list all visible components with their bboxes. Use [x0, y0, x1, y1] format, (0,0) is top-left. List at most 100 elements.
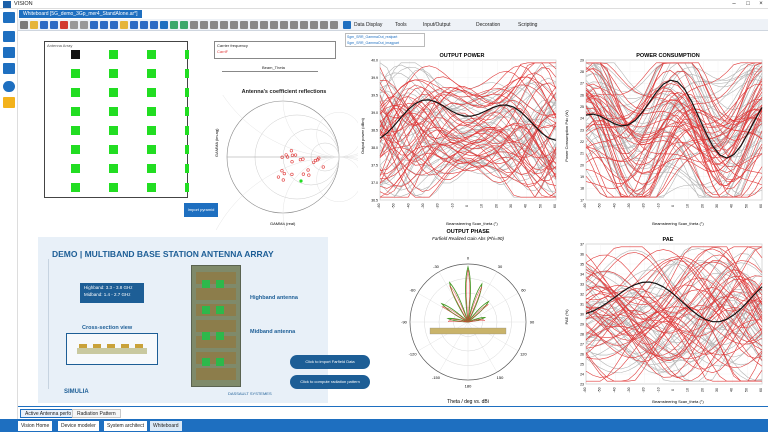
series-item-1[interactable]: Sgm_SRR_GammaOut_realpart: [347, 35, 398, 39]
undo-icon[interactable]: [70, 21, 78, 29]
demo-slide: DEMO | MULTIBAND BASE STATION ANTENNA AR…: [38, 237, 370, 403]
text-icon[interactable]: [140, 21, 148, 29]
align-icon[interactable]: [170, 21, 178, 29]
terminal-icon[interactable]: [3, 47, 15, 58]
menu-scripting[interactable]: Scripting: [518, 22, 538, 28]
tab-system-architect[interactable]: System architect: [104, 421, 147, 431]
image-icon[interactable]: [150, 21, 158, 29]
smith-ylabel: GAMMA (im.ag): [214, 128, 219, 157]
polar-angle-label: 180: [465, 384, 472, 389]
op-series-red: [379, 121, 556, 198]
array-element-0-0: [71, 50, 80, 59]
array-element-7-3: [185, 183, 189, 192]
tab-whiteboard[interactable]: Whiteboard: [150, 421, 182, 431]
zoom-in-icon[interactable]: [240, 21, 248, 29]
series-list[interactable]: Sgm_SRR_GammaOut_realpart Sgm_SRR_GammaO…: [345, 33, 425, 47]
pin-icon[interactable]: [343, 21, 351, 29]
menu-data-display[interactable]: Data Display: [354, 22, 383, 28]
pae-xtick: 20: [700, 388, 704, 392]
pc-xtick: -60: [583, 203, 587, 208]
import-farfield-button[interactable]: Click to import Farfield Data: [290, 355, 370, 369]
array-panel-title: Antenna Array: [47, 43, 73, 48]
op-series-gray: [379, 99, 557, 197]
import-pyramid-button[interactable]: Import pyramid: [184, 203, 218, 217]
gear-icon[interactable]: [3, 81, 15, 92]
smith-point: [298, 158, 302, 162]
select-icon[interactable]: [160, 21, 168, 29]
pae-ytick: 31: [580, 302, 584, 306]
help-icon[interactable]: [3, 97, 15, 108]
minimize-button[interactable]: –: [732, 1, 736, 7]
series-item-2[interactable]: Sgm_SRR_GammaOut_imagpart: [347, 41, 400, 45]
plot-icon[interactable]: [280, 21, 288, 29]
beam-theta-slider[interactable]: Beam_Theta: [222, 65, 318, 77]
pae-xtick: -40: [612, 387, 616, 392]
polar-icon[interactable]: [300, 21, 308, 29]
close-button[interactable]: ×: [759, 1, 763, 7]
output-phase-xlabel: Theta / deg vs. dBi: [447, 399, 489, 405]
redo-icon[interactable]: [80, 21, 88, 29]
compute-pattern-button[interactable]: Click to compute radiation pattern: [290, 375, 370, 389]
op-series-red: [379, 113, 557, 192]
legend-title: Carrier frequency: [217, 43, 248, 48]
chart-icon[interactable]: [270, 21, 278, 29]
tab-radiation-pattern[interactable]: Radiation Pattern: [72, 409, 121, 418]
tab-active-antenna-perfo[interactable]: Active Antenna perfo: [20, 409, 77, 418]
save-as-icon[interactable]: [50, 21, 58, 29]
tool-icon[interactable]: [120, 21, 128, 29]
pae-chart[interactable]: PAE PAE (%) Beamsteering Scan_theta (°) …: [562, 235, 766, 405]
pc-series-red: [586, 62, 762, 146]
send-back-icon[interactable]: [220, 21, 228, 29]
op-series-gray: [379, 138, 557, 177]
bring-front-icon[interactable]: [210, 21, 218, 29]
gauge-icon[interactable]: [310, 21, 318, 29]
pae-xtick: 40: [730, 388, 734, 392]
antenna-array-3d-model: [191, 265, 241, 387]
group-icon[interactable]: [190, 21, 198, 29]
power-consumption-chart[interactable]: POWER CONSUMPTION Power Consumption Pdc …: [562, 51, 766, 227]
lock-icon[interactable]: [230, 21, 238, 29]
tab-device-modeler[interactable]: Device modeler: [58, 421, 99, 431]
menu-input-output[interactable]: Input/Output: [423, 22, 451, 28]
antenna-array-grid[interactable]: [45, 42, 189, 199]
maximize-button[interactable]: □: [746, 1, 750, 7]
folder-icon[interactable]: [3, 31, 15, 42]
save-icon[interactable]: [40, 21, 48, 29]
grid-icon[interactable]: [100, 21, 108, 29]
add-icon[interactable]: [130, 21, 138, 29]
smith-icon[interactable]: [290, 21, 298, 29]
layout-icon[interactable]: [90, 21, 98, 29]
smith-chart[interactable]: GAMMA (im.ag) GAMMA (real): [208, 95, 358, 230]
close-doc-icon[interactable]: [60, 21, 68, 29]
power-consumption-title: POWER CONSUMPTION: [636, 53, 700, 59]
pae-series-red: [585, 300, 763, 382]
ungroup-icon[interactable]: [200, 21, 208, 29]
tab-vision-home[interactable]: Vision Home: [18, 421, 53, 431]
polar-angle-label: 60: [521, 288, 526, 293]
pae-xtick: 50: [744, 388, 748, 392]
button-icon[interactable]: [330, 21, 338, 29]
zoom-out-icon[interactable]: [250, 21, 258, 29]
output-power-chart[interactable]: OUTPUT POWER Output power (dBm) Beamstee…: [358, 51, 560, 227]
polar-antenna-model: [429, 327, 507, 335]
polar-angle-label: 30: [498, 264, 503, 269]
array-element-3-1: [109, 107, 118, 116]
smith-point: [307, 173, 311, 177]
whiteboard-canvas[interactable]: Antenna Array Import pyramid Carrier fre…: [18, 31, 768, 406]
tab-whiteboard-document[interactable]: Whiteboard [5G_demo_3Gp_mer4_StandAlone.…: [19, 10, 142, 18]
distribute-icon[interactable]: [180, 21, 188, 29]
menu-icon[interactable]: [3, 12, 15, 23]
output-phase-chart[interactable]: OUTPUT PHASE Farfield Realized Gain Abs …: [388, 227, 548, 405]
menu-tools[interactable]: Tools: [395, 22, 407, 28]
slider-icon[interactable]: [320, 21, 328, 29]
menu-decoration[interactable]: Decoration: [476, 22, 501, 28]
array-element-4-0: [71, 126, 80, 135]
open-folder-icon[interactable]: [30, 21, 38, 29]
pae-series-gray: [585, 261, 763, 299]
bug-icon[interactable]: [3, 63, 15, 74]
new-icon[interactable]: [20, 21, 28, 29]
fit-icon[interactable]: [260, 21, 268, 29]
table-icon[interactable]: [110, 21, 118, 29]
bottom-tab-bar: Active Antenna perfo Radiation Pattern: [18, 406, 768, 419]
array-element-1-0: [71, 69, 80, 78]
